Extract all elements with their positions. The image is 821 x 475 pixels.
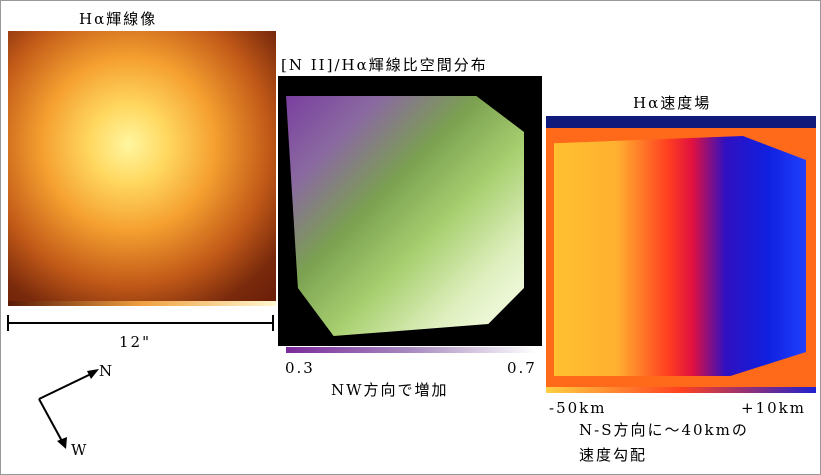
annotations [7, 315, 274, 449]
panel-note: 速度勾配 [579, 446, 648, 464]
panel-note: NW方向で増加 [331, 381, 449, 399]
compass-west: W [71, 441, 89, 459]
colorbar [8, 301, 276, 306]
halpha-image [8, 31, 276, 301]
colorbar [286, 347, 536, 353]
panel-title: [N II]/Hα輝線比空間分布 [281, 56, 488, 74]
line-ratio-image [278, 76, 542, 346]
velocity-image [546, 116, 816, 393]
colorbar [546, 387, 816, 393]
scale-label: 12" [119, 333, 151, 351]
panel-note: N-S方向に～40kmの [579, 421, 749, 439]
colorbar-min: -50km [549, 399, 607, 417]
colorbar-max: 0.7 [507, 359, 537, 377]
panel-title: Hα輝線像 [79, 10, 158, 28]
compass-north: N [99, 362, 115, 380]
panel-title: Hα速度場 [633, 94, 712, 112]
colorbar-max: +10km [741, 399, 806, 417]
colorbar-min: 0.3 [285, 359, 315, 377]
